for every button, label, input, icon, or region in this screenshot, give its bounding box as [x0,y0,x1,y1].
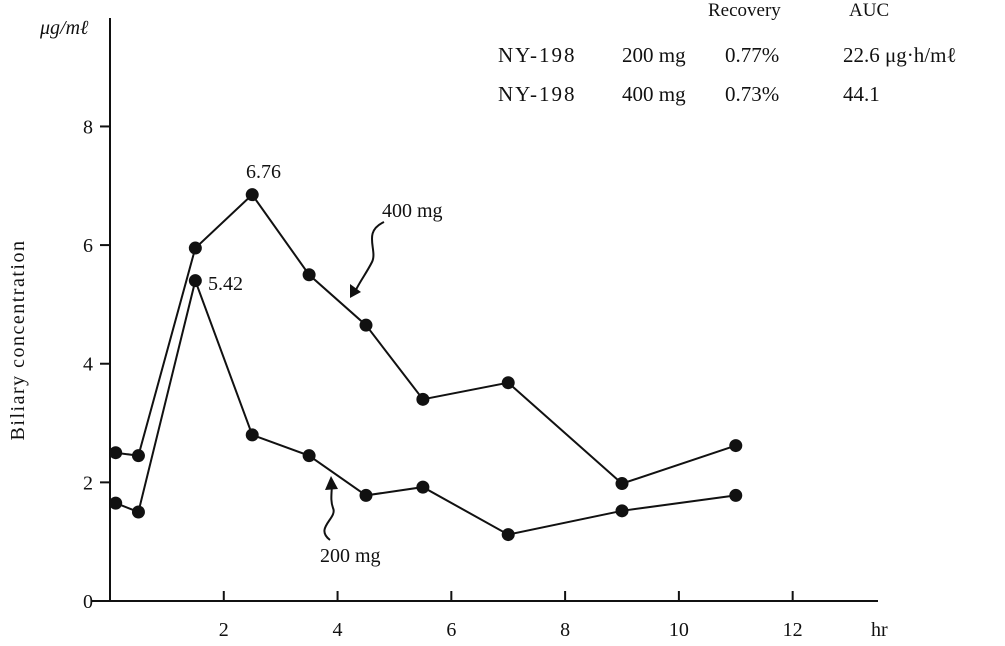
data-point-200 [131,505,145,519]
series-layer [109,188,743,542]
data-point-200 [501,528,515,542]
series-label-400: 400 mg [382,200,443,222]
series-line-200 [115,277,736,536]
y-tick-label: 8 [83,116,93,138]
data-point-400 [109,446,123,460]
series-line-400 [115,193,737,485]
data-point-400 [615,477,629,491]
x-tick-label: 10 [669,619,689,641]
peak-label-200: 5.42 [208,273,243,295]
x-tick-label: 8 [560,619,570,641]
data-point-400 [302,268,316,282]
y-unit-label: μg/mℓ [39,17,89,39]
table-row-1-auc: 22.6 μg·h/mℓ [843,43,956,67]
table-row-1-drug: NY-198 [498,43,577,67]
x-tick-label: 2 [219,619,229,641]
table-row-2-auc: 44.1 [843,82,880,106]
data-point-400 [501,376,515,390]
data-point-400 [131,449,145,463]
data-point-400 [188,241,202,255]
data-point-400 [245,188,259,202]
table-row-1-dose: 200 mg [622,43,686,67]
y-tick-label: 0 [83,591,93,613]
arrow-400 [353,221,385,295]
data-point-200 [359,488,373,502]
y-tick-label: 4 [83,354,93,376]
data-point-200 [302,449,316,463]
data-point-400 [359,318,373,332]
arrow-400-head [350,284,361,298]
x-tick-label: 4 [333,619,343,641]
table-row-2-recovery: 0.73% [725,82,779,106]
x-unit-label: hr [871,619,888,641]
table-row-2-dose: 400 mg [622,82,686,106]
axis-ticks: 2 4 6 8 10 12 0 2 4 6 8 [83,116,803,641]
y-tick-label: 6 [83,235,93,257]
data-point-200 [188,274,202,288]
peak-label-400: 6.76 [246,161,281,183]
arrow-200-head [325,476,338,490]
data-point-400 [416,392,430,406]
y-axis-title: Biliary concentration [7,240,29,441]
table-header-recovery: Recovery [708,0,781,21]
data-point-200 [416,480,430,494]
x-tick-label: 12 [783,619,803,641]
data-point-200 [615,504,629,518]
data-point-200 [729,488,743,502]
table-header-auc: AUC [849,0,889,21]
y-tick-label: 2 [83,472,93,494]
table-row-1-recovery: 0.77% [725,43,779,67]
data-point-400 [729,439,743,453]
x-tick-label: 6 [446,619,456,641]
summary-table: Recovery AUC NY-198 200 mg 0.77% 22.6 μg… [498,0,956,106]
data-point-200 [109,496,123,510]
table-row-2-drug: NY-198 [498,82,577,106]
data-point-200 [245,428,259,442]
arrow-200 [323,481,335,541]
series-label-200: 200 mg [320,545,381,567]
